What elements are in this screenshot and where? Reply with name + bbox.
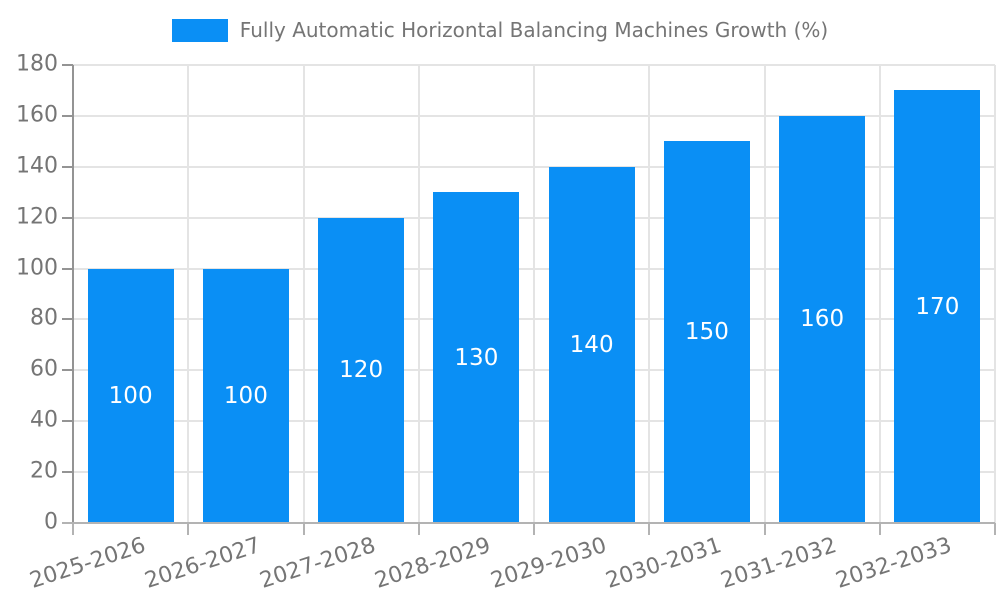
chart-legend: Fully Automatic Horizontal Balancing Mac… — [0, 18, 1000, 42]
x-axis-category-label: 2032-2033 — [833, 533, 956, 594]
y-axis-tick — [62, 471, 73, 474]
bar-value-label: 140 — [569, 331, 614, 358]
x-axis-category-label: 2030-2031 — [602, 533, 725, 594]
x-axis-tick — [763, 523, 766, 535]
y-axis-tick-label: 80 — [30, 305, 58, 331]
y-axis-tick-label: 120 — [16, 204, 58, 230]
vertical-gridline — [533, 65, 535, 523]
vertical-gridline — [763, 65, 766, 523]
chart-bar — [548, 166, 635, 523]
y-axis-tick-label: 160 — [16, 102, 58, 128]
chart-bar — [433, 192, 520, 523]
legend-series-label: Fully Automatic Horizontal Balancing Mac… — [239, 18, 829, 42]
y-axis-tick-label: 0 — [44, 509, 58, 535]
y-axis-tick — [62, 318, 73, 321]
chart-bar — [779, 115, 866, 523]
x-axis-tick — [72, 523, 74, 535]
x-axis-tick — [648, 523, 651, 535]
chart-bar — [663, 141, 750, 523]
x-axis-tick — [878, 523, 881, 535]
vertical-gridline — [417, 65, 420, 523]
legend-color-swatch — [171, 18, 228, 42]
x-axis-tick — [302, 523, 305, 535]
bar-value-label: 150 — [684, 319, 729, 346]
y-axis-tick — [62, 165, 73, 168]
y-axis-tick — [62, 114, 73, 117]
x-axis-category-label: 2028-2029 — [372, 533, 495, 594]
y-axis-tick-label: 20 — [30, 458, 58, 484]
bar-value-label: 170 — [915, 293, 960, 320]
y-axis-line — [72, 65, 74, 535]
y-axis-tick — [62, 64, 73, 66]
vertical-gridline — [648, 65, 651, 523]
vertical-gridline — [302, 65, 305, 523]
bar-value-label: 120 — [339, 357, 384, 384]
chart-bar — [894, 90, 981, 523]
bar-value-label: 100 — [108, 382, 153, 409]
x-axis-category-label: 2027-2028 — [257, 533, 379, 594]
chart-bar — [318, 217, 405, 523]
bar-value-label: 130 — [454, 344, 499, 371]
x-axis-category-label: 2026-2027 — [141, 533, 264, 594]
y-axis-tick-label: 60 — [30, 356, 58, 382]
chart-bar — [202, 268, 289, 523]
y-axis-tick — [62, 420, 73, 423]
y-axis-tick-label: 40 — [30, 407, 58, 433]
x-axis-tick — [994, 523, 996, 535]
bar-value-label: 160 — [800, 306, 845, 333]
bar-value-label: 100 — [223, 382, 268, 409]
chart-bar — [87, 268, 174, 523]
y-axis-tick-label: 180 — [16, 51, 58, 77]
vertical-gridline — [187, 65, 190, 523]
y-axis-tick — [62, 369, 73, 372]
vertical-gridline — [878, 65, 881, 523]
x-axis-tick — [417, 523, 420, 535]
vertical-gridline — [994, 65, 996, 523]
x-axis-line — [62, 522, 995, 524]
x-axis-tick — [187, 523, 190, 535]
y-axis-tick — [62, 267, 73, 270]
y-axis-tick — [62, 216, 73, 219]
x-axis-category-label: 2025-2026 — [26, 533, 149, 594]
x-axis-tick — [533, 523, 535, 535]
x-axis-category-label: 2031-2032 — [718, 533, 840, 594]
y-axis-tick-label: 100 — [16, 255, 58, 281]
y-axis-tick-label: 140 — [16, 153, 58, 179]
x-axis-category-label: 2029-2030 — [487, 533, 610, 594]
